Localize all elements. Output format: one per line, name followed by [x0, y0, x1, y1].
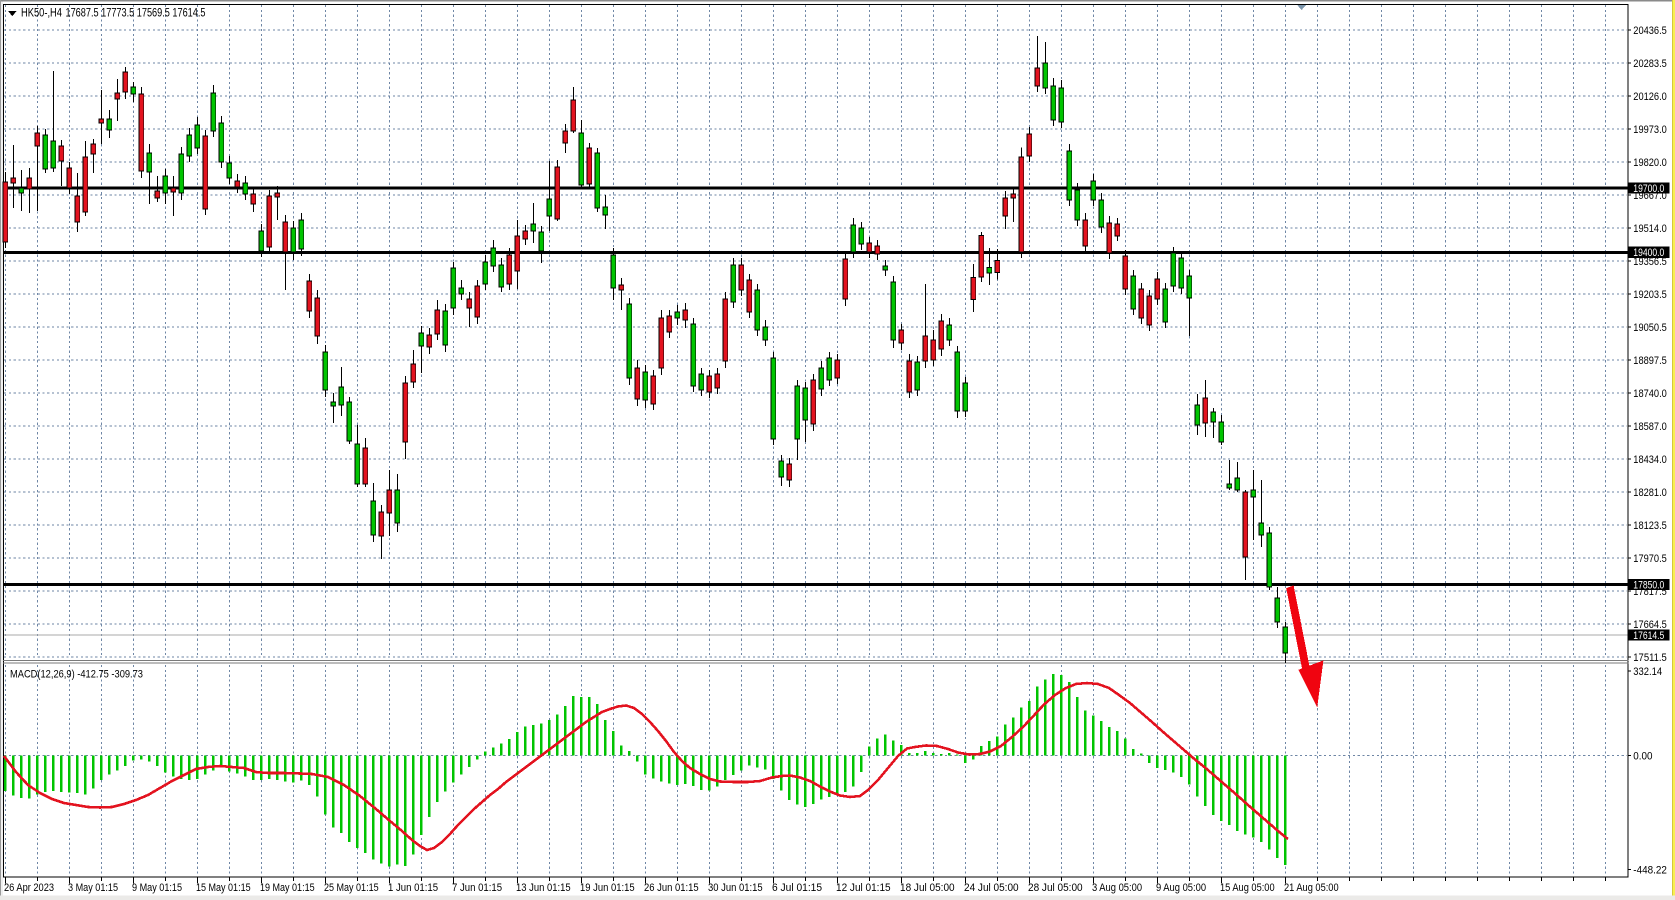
svg-text:7 Jun 01:15: 7 Jun 01:15	[452, 882, 502, 894]
svg-text:25 May 01:15: 25 May 01:15	[324, 882, 379, 894]
svg-text:MACD(12,26,9) -412.75 -309.73: MACD(12,26,9) -412.75 -309.73	[10, 669, 143, 681]
svg-text:20126.0: 20126.0	[1633, 91, 1667, 103]
svg-text:17614.5: 17614.5	[1633, 630, 1664, 642]
svg-text:17687.5 17773.5 17569.5 17614.: 17687.5 17773.5 17569.5 17614.5	[66, 7, 206, 19]
svg-text:19514.0: 19514.0	[1633, 223, 1667, 235]
svg-text:18123.5: 18123.5	[1633, 520, 1667, 532]
svg-text:15 Aug 05:00: 15 Aug 05:00	[1220, 882, 1275, 894]
svg-text:19400.0: 19400.0	[1633, 247, 1664, 259]
svg-text:18897.5: 18897.5	[1633, 355, 1667, 367]
svg-text:3 Aug 05:00: 3 Aug 05:00	[1092, 882, 1142, 894]
svg-text:17970.5: 17970.5	[1633, 553, 1667, 565]
svg-text:28 Jul 05:00: 28 Jul 05:00	[1028, 882, 1083, 894]
svg-text:6 Jul 01:15: 6 Jul 01:15	[772, 882, 822, 894]
svg-text:0.00: 0.00	[1633, 750, 1652, 762]
svg-text:19820.0: 19820.0	[1633, 157, 1667, 169]
svg-text:19050.5: 19050.5	[1633, 322, 1667, 334]
svg-text:24 Jul 05:00: 24 Jul 05:00	[964, 882, 1019, 894]
svg-text:18587.0: 18587.0	[1633, 421, 1667, 433]
svg-text:HK50-,H4: HK50-,H4	[21, 7, 62, 19]
svg-text:18281.0: 18281.0	[1633, 487, 1667, 499]
svg-text:19973.0: 19973.0	[1633, 124, 1667, 136]
svg-text:19356.5: 19356.5	[1633, 256, 1667, 268]
svg-text:1 Jun 01:15: 1 Jun 01:15	[388, 882, 438, 894]
svg-text:18434.0: 18434.0	[1633, 454, 1667, 466]
svg-text:9 Aug 05:00: 9 Aug 05:00	[1156, 882, 1206, 894]
svg-text:19700.0: 19700.0	[1633, 183, 1664, 195]
svg-text:19203.5: 19203.5	[1633, 289, 1667, 301]
svg-text:20283.5: 20283.5	[1633, 58, 1667, 70]
svg-text:20436.5: 20436.5	[1633, 25, 1667, 37]
svg-text:26 Apr 2023: 26 Apr 2023	[4, 882, 54, 894]
svg-text:30 Jun 01:15: 30 Jun 01:15	[708, 882, 763, 894]
svg-text:3 May 01:15: 3 May 01:15	[68, 882, 118, 894]
svg-text:26 Jun 01:15: 26 Jun 01:15	[644, 882, 699, 894]
svg-text:17850.0: 17850.0	[1633, 580, 1664, 592]
svg-text:15 May 01:15: 15 May 01:15	[196, 882, 251, 894]
svg-text:19 May 01:15: 19 May 01:15	[260, 882, 315, 894]
svg-text:9 May 01:15: 9 May 01:15	[132, 882, 182, 894]
svg-text:12 Jul 01:15: 12 Jul 01:15	[836, 882, 891, 894]
svg-text:19 Jun 01:15: 19 Jun 01:15	[580, 882, 635, 894]
svg-text:21 Aug 05:00: 21 Aug 05:00	[1284, 882, 1339, 894]
svg-text:17511.5: 17511.5	[1633, 652, 1667, 664]
svg-text:332.14: 332.14	[1633, 666, 1662, 678]
svg-text:-448.22: -448.22	[1633, 864, 1667, 876]
svg-text:17664.5: 17664.5	[1633, 619, 1667, 631]
svg-text:18740.0: 18740.0	[1633, 388, 1667, 400]
svg-text:13 Jun 01:15: 13 Jun 01:15	[516, 882, 571, 894]
svg-text:18 Jul 05:00: 18 Jul 05:00	[900, 882, 955, 894]
